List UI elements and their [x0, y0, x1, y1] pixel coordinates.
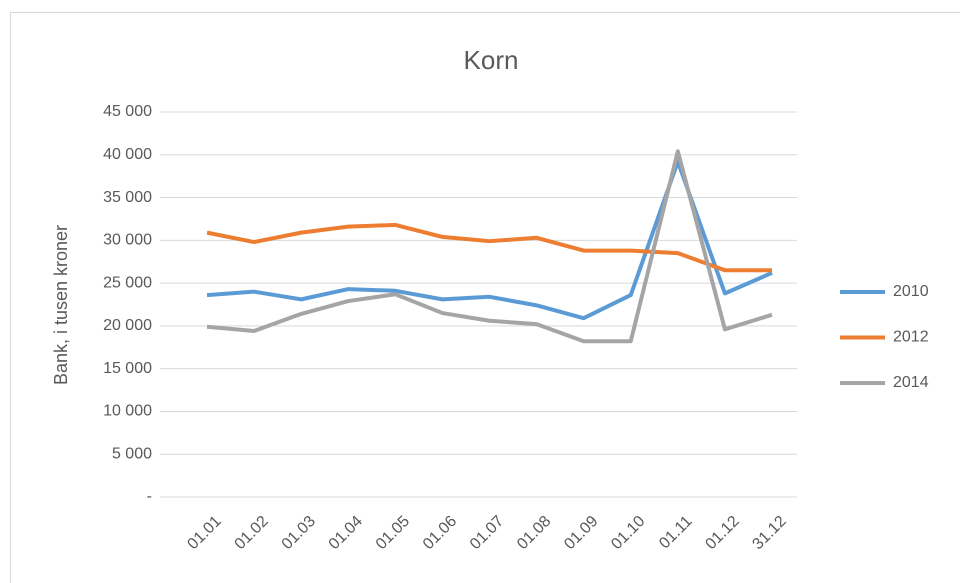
- legend-label: 2014: [893, 374, 929, 391]
- series-line: [206, 159, 773, 321]
- legend-label: 2012: [893, 329, 929, 346]
- series-line: [206, 149, 773, 344]
- y-tick-label: 20 000: [103, 317, 152, 334]
- y-axis-label: Bank, i tusen kroner: [51, 225, 71, 385]
- y-tick-label: 10 000: [103, 403, 152, 420]
- legend-label: 2010: [893, 283, 929, 300]
- y-tick-label: 5 000: [112, 445, 152, 462]
- y-tick-label: 35 000: [103, 189, 152, 206]
- y-tick-label: 45 000: [103, 103, 152, 120]
- y-tick-label: 25 000: [103, 274, 152, 291]
- y-tick-label: 30 000: [103, 232, 152, 249]
- series-line: [206, 222, 772, 273]
- y-tick-label: 40 000: [103, 146, 152, 163]
- y-tick-label: -: [147, 488, 152, 505]
- y-tick-label: 15 000: [103, 360, 152, 377]
- chart-title: Korn: [464, 45, 519, 75]
